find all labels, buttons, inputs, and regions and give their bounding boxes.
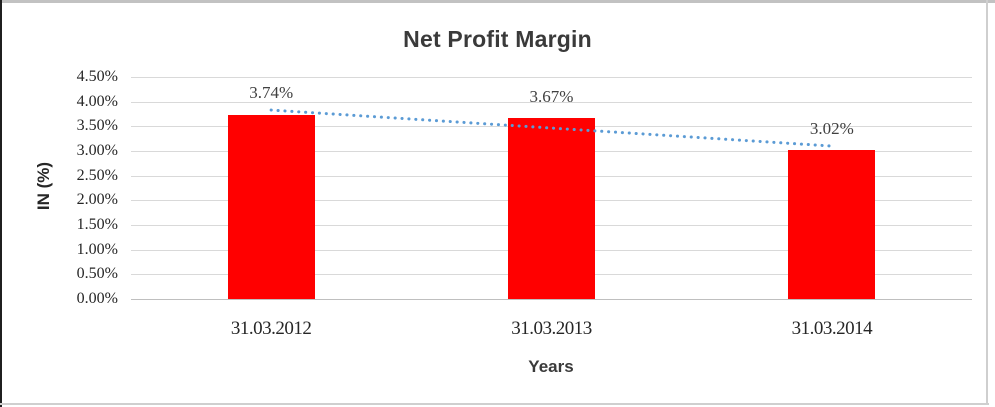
y-tick-label: 3.50% [76,117,118,135]
chart-title: Net Profit Margin [403,26,592,52]
y-tick-label: 0.00% [76,290,118,307]
y-tick-label: 1.50% [76,216,118,233]
gridline [131,77,972,78]
x-tick-label: 31.03.2014 [791,318,873,339]
data-label: 3.74% [249,83,294,103]
y-tick-label: 4.50% [76,68,118,85]
x-axis-title: Years [528,357,574,376]
bar-31.03.2012 [227,114,315,299]
trendline [269,108,834,148]
y-tick-label: 3.00% [76,142,118,159]
y-tick-label: 0.50% [76,265,118,283]
bar-31.03.2014 [788,150,876,299]
frame-border-left [0,0,2,407]
bar-31.03.2013 [508,117,595,299]
x-tick-label: 31.03.2012 [230,318,312,339]
x-tick-label: 31.03.2013 [511,318,592,339]
frame-border-right [986,0,988,405]
frame-border-top [0,0,995,3]
gridline [131,299,972,300]
data-label: 3.67% [529,86,574,106]
trendline-path [269,108,834,148]
y-tick-label: 2.50% [76,166,118,184]
y-tick-label: 4.00% [76,92,118,110]
data-label: 3.02% [809,119,854,138]
frame-border-bottom [0,403,989,405]
y-tick-label: 1.00% [76,240,118,258]
plot-area: 3.74% 3.67% 3.02% [131,77,972,300]
gridline [131,101,972,103]
y-tick-label: 2.00% [76,191,118,209]
